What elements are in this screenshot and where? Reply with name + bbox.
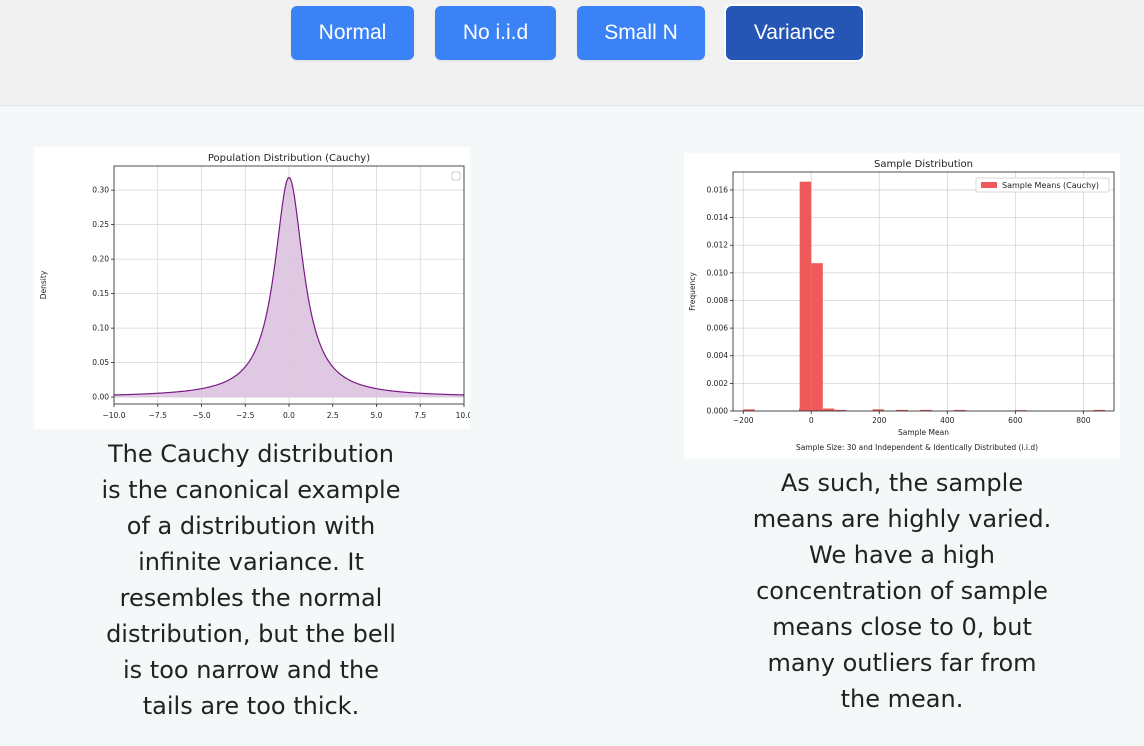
histogram-bar <box>799 181 812 411</box>
description-line: is too narrow and the <box>122 656 380 684</box>
description-line: The Cauchy distribution <box>108 440 394 468</box>
y-tick-label: 0.05 <box>92 358 109 367</box>
cauchy-description: The Cauchy distribution is the canonical… <box>66 436 436 724</box>
histogram-bar <box>743 409 755 411</box>
description-line: means close to 0, but <box>772 613 1032 641</box>
histogram-bar <box>822 408 835 411</box>
sample-chart-card: −200 0 200 400 600 800 0.000 0.002 0.004 0.006 0.0… <box>684 153 1120 459</box>
plot-area <box>733 172 1114 411</box>
y-tick-label: 0.00 <box>92 393 109 402</box>
y-tick-label: 0.014 <box>707 213 729 222</box>
description-line: means are highly varied. <box>752 505 1052 533</box>
tab-small-n[interactable]: Small N <box>577 6 705 60</box>
y-tick-label: 0.012 <box>707 241 729 250</box>
empty-legend-box <box>451 171 461 181</box>
description-line: We have a high <box>809 541 995 569</box>
density-line <box>113 176 465 396</box>
description-line: of a distribution with <box>126 512 376 540</box>
tab-variance[interactable]: Variance <box>726 6 863 60</box>
y-tick-label: 0.010 <box>707 268 729 277</box>
plot-frame <box>732 171 1115 412</box>
histogram-bar <box>1093 409 1106 411</box>
x-tick-label: 0.0 <box>283 411 295 420</box>
description-line: is the canonical example <box>101 476 401 504</box>
y-tick-label: 0.15 <box>92 289 109 298</box>
description-line: tails are too thick. <box>142 692 360 720</box>
y-tick-label: 0.016 <box>707 185 729 194</box>
chart-annotation: Sample Size: 30 and Independent & Identi… <box>796 443 1038 452</box>
histogram-bar <box>811 263 823 411</box>
population-chart-card: −10.0 −7.5 −5.0 −2.5 0.0 2.5 5.0 7.5 10.0 0.00 0.0… <box>34 147 470 429</box>
description-line: concentration of sample <box>756 577 1048 605</box>
description-line: resembles the normal <box>119 584 383 612</box>
x-tick-label: 600 <box>1008 416 1023 425</box>
y-tick-label: 0.000 <box>707 407 729 416</box>
x-tick-label: 5.0 <box>371 411 383 420</box>
sample-means-description: As such, the sample means are highly var… <box>717 465 1087 717</box>
y-axis-label: Density <box>39 270 48 299</box>
histogram-bar <box>1015 410 1027 411</box>
x-tick-label: 200 <box>872 416 887 425</box>
x-tick-label: 7.5 <box>414 411 426 420</box>
chart-title: Population Distribution (Cauchy) <box>208 153 370 164</box>
tab-no-iid[interactable]: No i.i.d <box>435 6 556 60</box>
x-tick-label: −10.0 <box>103 411 126 420</box>
x-tick-label: 2.5 <box>327 411 339 420</box>
sample-distribution-chart: −200 0 200 400 600 800 0.000 0.002 0.004 0.006 0.0… <box>688 159 1115 452</box>
x-tick-label: −5.0 <box>192 411 210 420</box>
tab-normal[interactable]: Normal <box>291 6 414 60</box>
description-line: distribution, but the bell <box>106 620 396 648</box>
y-tick-label: 0.002 <box>707 379 729 388</box>
density-fill <box>114 177 464 398</box>
y-tick-label: 0.008 <box>707 296 729 305</box>
y-tick-label: 0.25 <box>92 220 109 229</box>
histogram-bar <box>834 409 846 411</box>
x-tick-label: 0 <box>809 416 814 425</box>
chart-title: Sample Distribution <box>874 159 973 170</box>
y-tick-label: 0.20 <box>92 255 109 264</box>
description-line: many outliers far from <box>767 649 1037 677</box>
top-nav-bar: Normal No i.i.d Small N Variance <box>0 0 1144 106</box>
x-axis-label: Sample Mean <box>898 428 949 437</box>
y-tick-label: 0.004 <box>707 351 729 360</box>
histogram-bar <box>954 409 966 411</box>
x-tick-label: 10.0 <box>456 411 470 420</box>
legend-label: Sample Means (Cauchy) <box>1002 181 1099 190</box>
description-line: infinite variance. It <box>138 548 364 576</box>
description-line: As such, the sample <box>780 469 1024 497</box>
x-tick-label: −7.5 <box>149 411 167 420</box>
histogram-bar <box>896 409 908 411</box>
y-tick-label: 0.30 <box>92 186 109 195</box>
x-tick-label: 400 <box>940 416 955 425</box>
population-distribution-chart: −10.0 −7.5 −5.0 −2.5 0.0 2.5 5.0 7.5 10.0 0.00 0.0… <box>39 153 470 420</box>
x-tick-label: −2.5 <box>236 411 254 420</box>
y-axis-label: Frequency <box>688 272 697 311</box>
description-line: the mean. <box>840 685 964 713</box>
histogram-bar <box>872 409 885 411</box>
x-tick-label: 800 <box>1076 416 1091 425</box>
y-tick-label: 0.10 <box>92 324 109 333</box>
plot-frame <box>113 165 465 405</box>
histogram-bar <box>920 409 932 411</box>
legend-box <box>975 177 1110 193</box>
y-tick-label: 0.006 <box>707 324 729 333</box>
legend-swatch <box>981 182 997 188</box>
x-tick-label: −200 <box>733 416 754 425</box>
